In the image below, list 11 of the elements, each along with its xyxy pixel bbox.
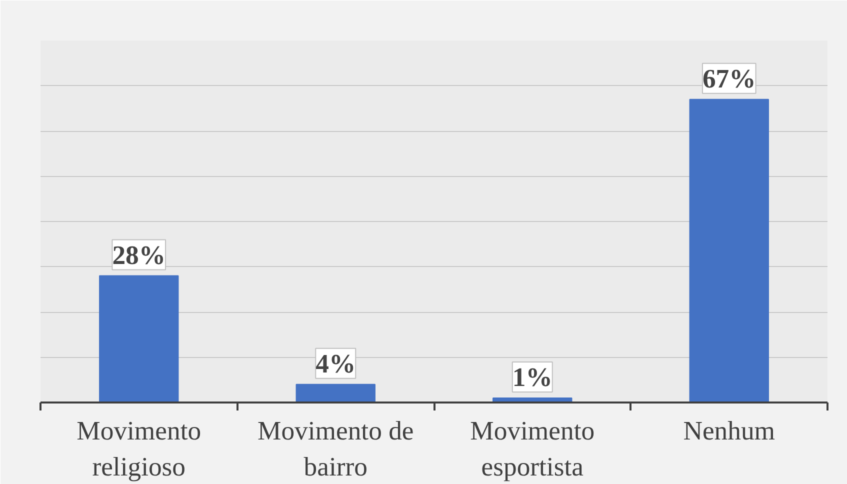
- bar: [689, 98, 769, 402]
- x-tick-label: Movimento de bairro: [258, 416, 414, 482]
- data-label: 1%: [512, 362, 552, 392]
- bar: [99, 275, 179, 402]
- x-tick-label: Movimento religioso: [76, 416, 202, 482]
- x-tick-label: Movimento esportista: [470, 416, 595, 482]
- data-label: 28%: [112, 240, 166, 270]
- bar: [296, 384, 376, 402]
- data-label: 4%: [316, 348, 356, 378]
- data-label: 67%: [702, 63, 756, 94]
- x-tick-label: Nenhum: [683, 416, 776, 446]
